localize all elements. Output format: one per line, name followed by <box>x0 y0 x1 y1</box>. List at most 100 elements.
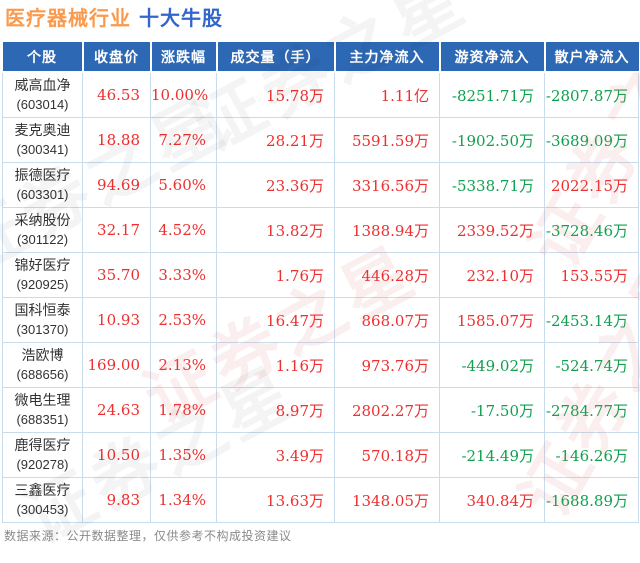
title-industry-segment: 医疗器械行业 <box>5 8 131 30</box>
stock-code: (688351) <box>16 412 69 427</box>
table-row: 采纳股份 (301122) 32.17 4.52% 13.82万 1388.94万 2339… <box>2 207 639 253</box>
table-row: 振德医疗 (603301) 94.69 5.60% 23.36万 3316.56万 -533… <box>2 162 639 208</box>
table-row: 鹿得医疗 (920278) 10.50 1.35% 3.49万 570.18万 -214.4… <box>2 432 639 478</box>
column-header-5: 主力净流入 <box>333 40 441 73</box>
speculative-net-inflow-cell: -8251.71万 <box>439 71 545 118</box>
retail-net-inflow-cell: -3689.09万 <box>544 117 639 163</box>
stock-name: 威高血净 <box>14 77 71 93</box>
retail-net-inflow-cell: -3728.46万 <box>544 207 639 253</box>
speculative-net-inflow-cell: 1585.07万 <box>439 297 545 343</box>
stock-cell: 微电生理 (688351) <box>2 387 83 433</box>
speculative-net-inflow-cell: -5338.71万 <box>439 162 545 208</box>
close-price-cell: 24.63 <box>82 387 151 433</box>
speculative-net-inflow-cell: -17.50万 <box>439 387 545 433</box>
table-row: 三鑫医疗 (300453) 9.83 1.34% 13.63万 1348.05万 340.8… <box>2 477 639 523</box>
close-price-cell: 46.53 <box>82 71 151 118</box>
data-source-note: 数据来源：公开数据整理，仅供参考不构成投资建议 <box>4 529 292 543</box>
change-percent-cell: 1.35% <box>150 432 217 478</box>
volume-cell: 15.78万 <box>216 71 335 118</box>
retail-net-inflow-cell: -2453.14万 <box>544 297 639 343</box>
stock-code: (300453) <box>16 502 69 517</box>
close-price-cell: 169.00 <box>82 342 151 388</box>
speculative-net-inflow-cell: 232.10万 <box>439 252 545 298</box>
volume-cell: 23.36万 <box>216 162 335 208</box>
column-header-6: 游资净流入 <box>438 40 546 73</box>
main-net-inflow-cell: 1348.05万 <box>334 477 440 523</box>
volume-cell: 1.76万 <box>216 252 335 298</box>
stock-name: 采纳股份 <box>14 212 71 228</box>
column-header-7: 散户净流入 <box>543 40 639 73</box>
main-net-inflow-cell: 868.07万 <box>334 297 440 343</box>
stock-name: 微电生理 <box>14 392 71 408</box>
table-body: 威高血净 (603014) 46.53 10.00% 15.78万 1.11亿 -8251.… <box>2 71 639 523</box>
retail-net-inflow-cell: -2807.87万 <box>544 71 639 118</box>
main-net-inflow-cell: 1.11亿 <box>334 71 440 118</box>
retail-net-inflow-cell: -1688.89万 <box>544 477 639 523</box>
stock-code: (603301) <box>16 187 69 202</box>
stock-name: 国科恒泰 <box>14 302 71 318</box>
speculative-net-inflow-cell: 340.84万 <box>439 477 545 523</box>
close-price-cell: 18.88 <box>82 117 151 163</box>
change-percent-cell: 10.00% <box>150 71 217 118</box>
stock-name: 鹿得医疗 <box>14 437 71 453</box>
retail-net-inflow-cell: 153.55万 <box>544 252 639 298</box>
table-row: 国科恒泰 (301370) 10.93 2.53% 16.47万 868.07万 1585.… <box>2 297 639 343</box>
speculative-net-inflow-cell: -214.49万 <box>439 432 545 478</box>
volume-cell: 13.63万 <box>216 477 335 523</box>
stock-name: 锦好医疗 <box>14 257 71 273</box>
speculative-net-inflow-cell: 2339.52万 <box>439 207 545 253</box>
table-row: 锦好医疗 (920925) 35.70 3.33% 1.76万 446.28万 232.10… <box>2 252 639 298</box>
column-header-2: 收盘价 <box>81 40 152 73</box>
top-stocks-table: 个股 收盘价 涨跌幅 成交量（手） 主力净流入 游资净流入 散户净流入 威高血净 (60301… <box>2 40 639 523</box>
page-title: 医疗器械行业 十大牛股 <box>5 2 223 31</box>
volume-cell: 3.49万 <box>216 432 335 478</box>
volume-cell: 13.82万 <box>216 207 335 253</box>
close-price-cell: 94.69 <box>82 162 151 208</box>
stock-code: (300341) <box>16 142 69 157</box>
main-net-inflow-cell: 570.18万 <box>334 432 440 478</box>
column-header-3: 涨跌幅 <box>149 40 218 73</box>
stock-code: (688656) <box>16 367 69 382</box>
table-row: 威高血净 (603014) 46.53 10.00% 15.78万 1.11亿 -8251.… <box>2 71 639 118</box>
stock-name: 浩欧博 <box>21 347 64 363</box>
close-price-cell: 10.93 <box>82 297 151 343</box>
stock-cell: 振德医疗 (603301) <box>2 162 83 208</box>
column-header-1: 个股 <box>2 40 84 73</box>
column-header-4: 成交量（手） <box>215 40 336 73</box>
close-price-cell: 10.50 <box>82 432 151 478</box>
change-percent-cell: 5.60% <box>150 162 217 208</box>
change-percent-cell: 4.52% <box>150 207 217 253</box>
volume-cell: 1.16万 <box>216 342 335 388</box>
stock-code: (920278) <box>16 457 69 472</box>
close-price-cell: 32.17 <box>82 207 151 253</box>
volume-cell: 28.21万 <box>216 117 335 163</box>
main-net-inflow-cell: 446.28万 <box>334 252 440 298</box>
stock-name: 三鑫医疗 <box>14 482 71 498</box>
stock-name: 麦克奥迪 <box>14 122 71 138</box>
stock-cell: 鹿得医疗 (920278) <box>2 432 83 478</box>
speculative-net-inflow-cell: -1902.50万 <box>439 117 545 163</box>
table-header-row: 个股 收盘价 涨跌幅 成交量（手） 主力净流入 游资净流入 散户净流入 <box>2 40 639 73</box>
stock-code: (301122) <box>16 232 69 247</box>
stock-cell: 麦克奥迪 (300341) <box>2 117 83 163</box>
table-row: 麦克奥迪 (300341) 18.88 7.27% 28.21万 5591.59万 -190… <box>2 117 639 163</box>
stock-cell: 三鑫医疗 (300453) <box>2 477 83 523</box>
volume-cell: 8.97万 <box>216 387 335 433</box>
change-percent-cell: 2.53% <box>150 297 217 343</box>
close-price-cell: 35.70 <box>82 252 151 298</box>
stock-cell: 采纳股份 (301122) <box>2 207 83 253</box>
change-percent-cell: 7.27% <box>150 117 217 163</box>
speculative-net-inflow-cell: -449.02万 <box>439 342 545 388</box>
retail-net-inflow-cell: -146.26万 <box>544 432 639 478</box>
retail-net-inflow-cell: 2022.15万 <box>544 162 639 208</box>
stock-cell: 国科恒泰 (301370) <box>2 297 83 343</box>
change-percent-cell: 1.34% <box>150 477 217 523</box>
stock-cell: 威高血净 (603014) <box>2 71 83 118</box>
main-net-inflow-cell: 5591.59万 <box>334 117 440 163</box>
change-percent-cell: 2.13% <box>150 342 217 388</box>
main-net-inflow-cell: 973.76万 <box>334 342 440 388</box>
stock-code: (301370) <box>16 322 69 337</box>
retail-net-inflow-cell: -2784.77万 <box>544 387 639 433</box>
stock-name: 振德医疗 <box>14 167 71 183</box>
retail-net-inflow-cell: -524.74万 <box>544 342 639 388</box>
